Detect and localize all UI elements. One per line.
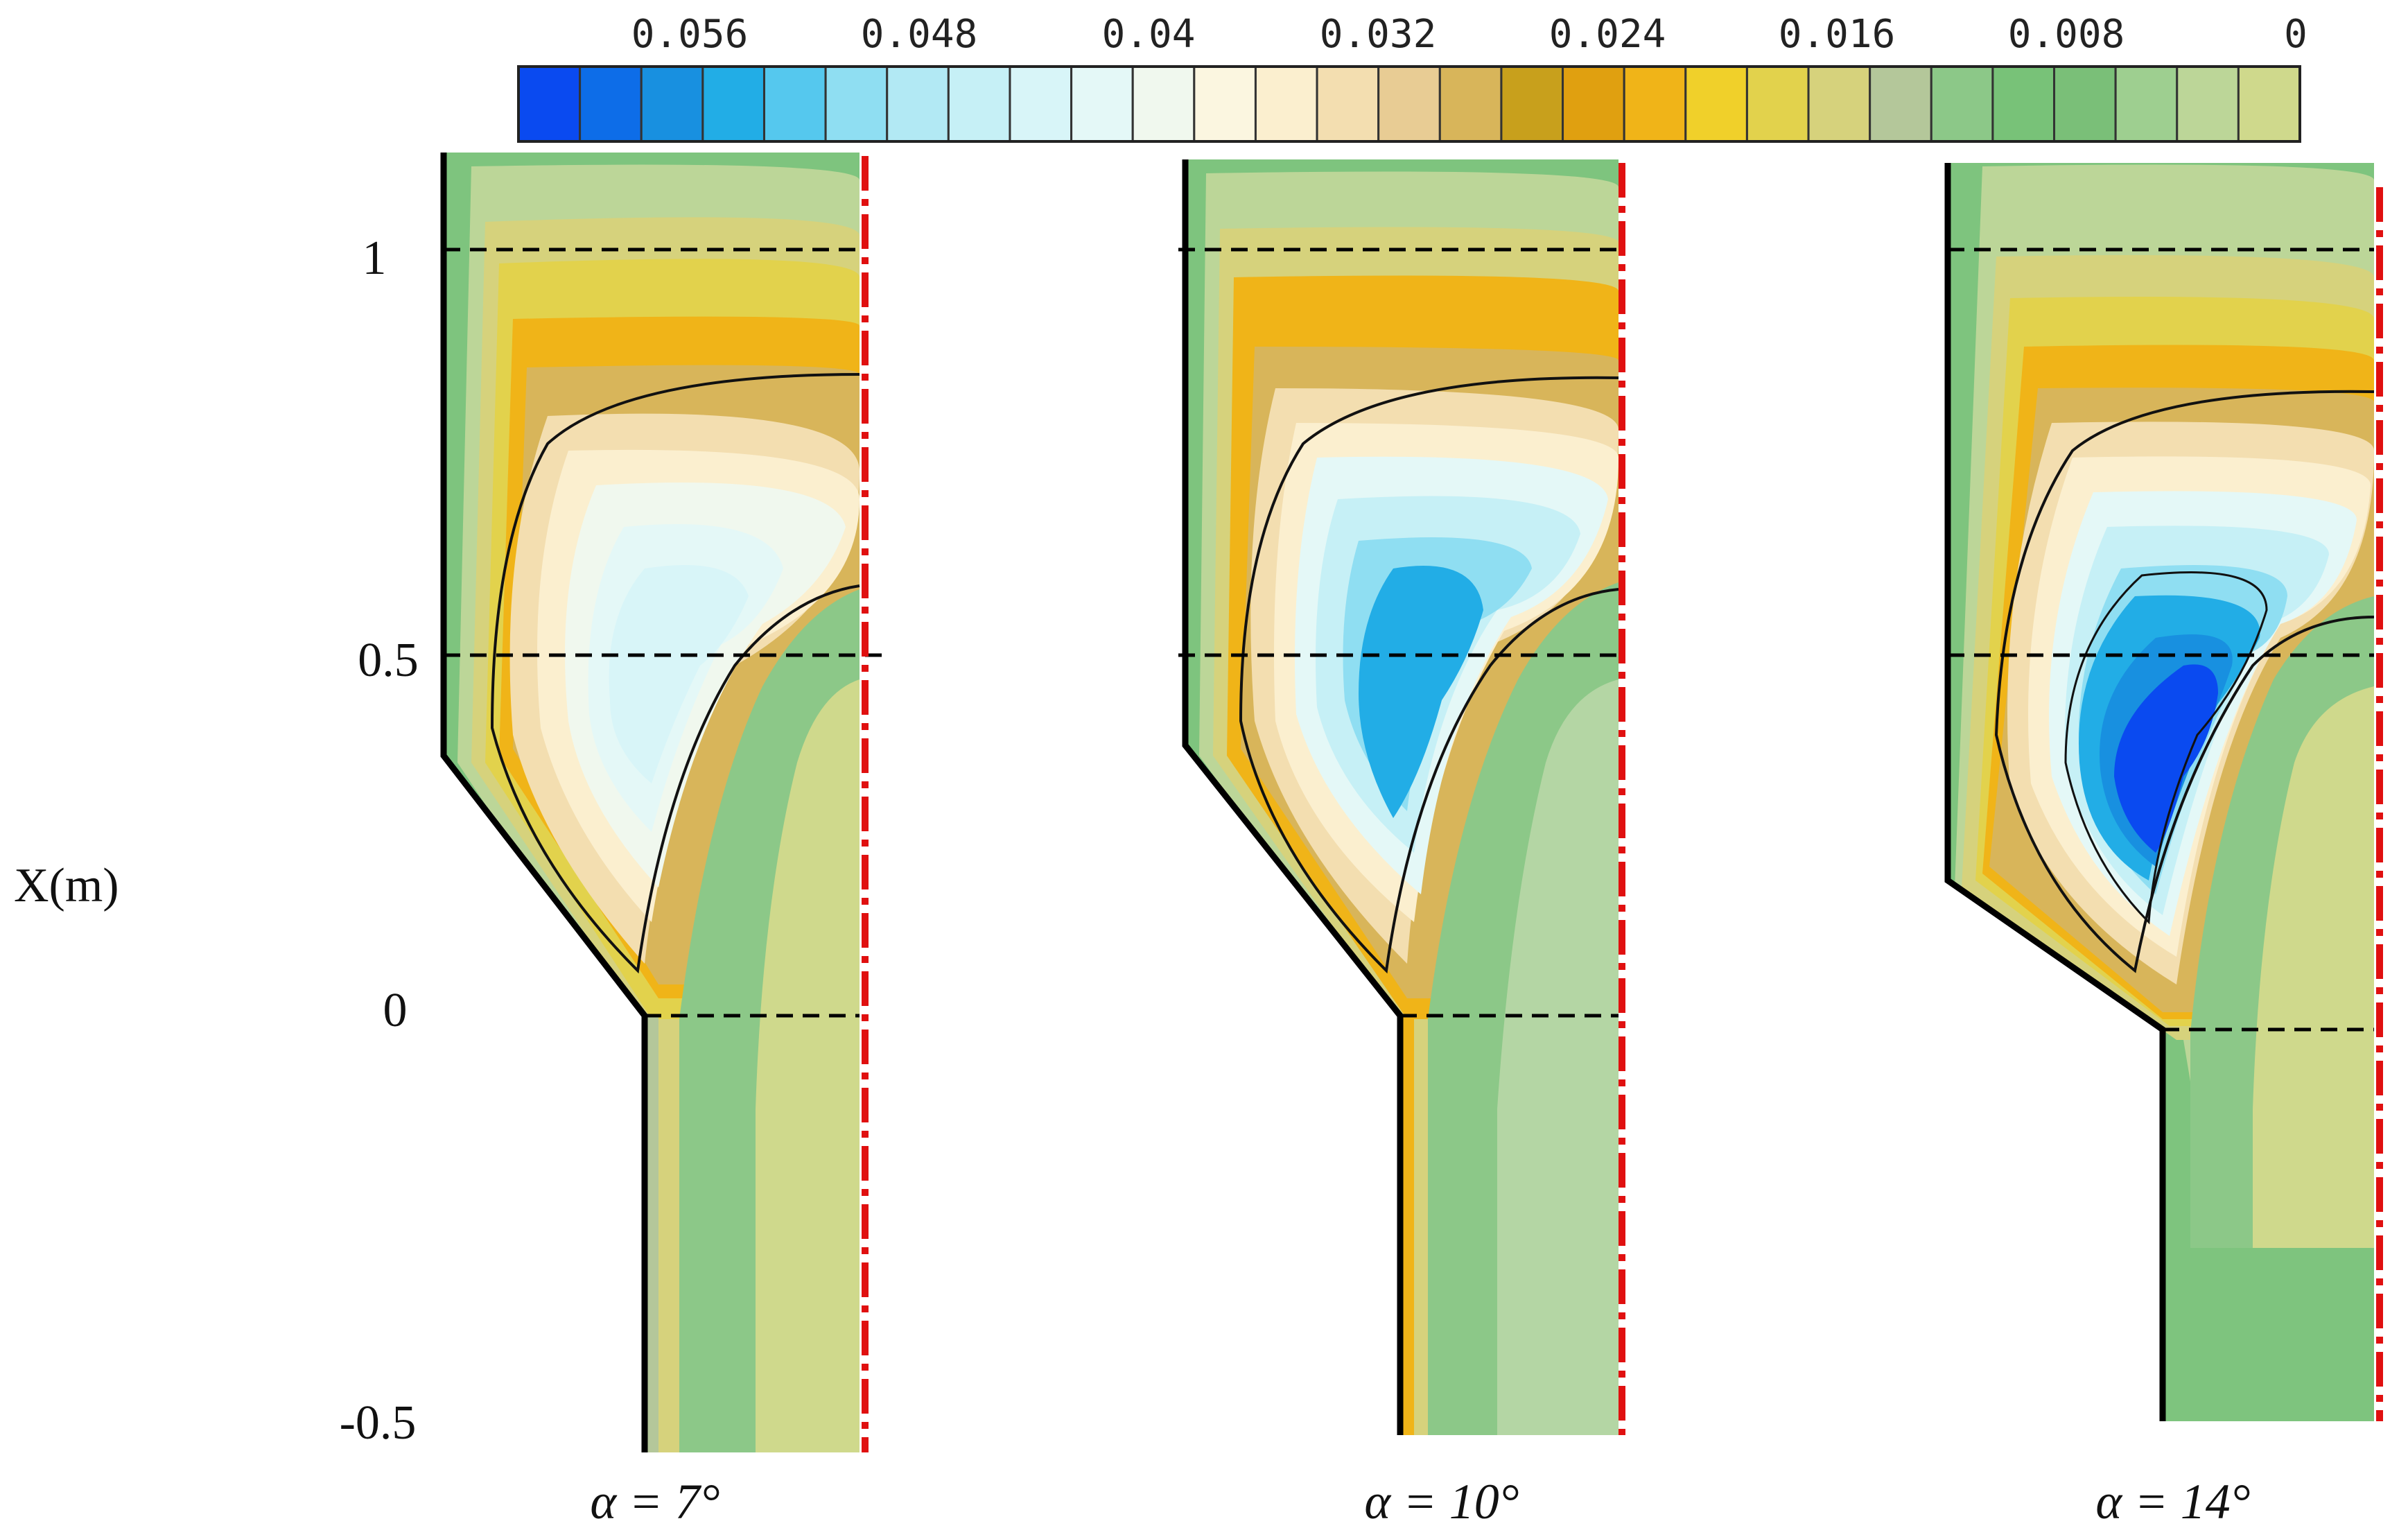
- y-axis-label: X(m): [14, 859, 119, 912]
- colorbar-swatch: [1745, 65, 1810, 143]
- colorbar-tick-label: 0: [2284, 12, 2307, 57]
- colorbar-swatch: [1500, 65, 1564, 143]
- colorbar-tick-label: 0.024: [1549, 12, 1666, 57]
- colorbar-swatch: [579, 65, 643, 143]
- colorbar-swatch: [1009, 65, 1073, 143]
- y-tick-1: 1: [363, 232, 387, 285]
- colorbar-tick-label: 0.056: [631, 12, 749, 57]
- colorbar-swatch: [517, 65, 582, 143]
- colorbar-swatch: [762, 65, 827, 143]
- colorbar-labels: 0.056 0.048 0.04 0.032 0.024 0.016 0.008 0: [631, 12, 2307, 57]
- wall-14: [1944, 163, 2166, 1421]
- case-label-alpha-7: α = 7°: [590, 1474, 719, 1528]
- colorbar-tick-label: 0.032: [1320, 12, 1437, 57]
- colorbar-swatch: [1930, 65, 1994, 143]
- colorbar-frame: [517, 65, 2301, 143]
- colorbar-swatch: [2176, 65, 2240, 143]
- y-tick-minus-0.5: -0.5: [340, 1396, 417, 1450]
- colorbar-swatch: [2237, 65, 2301, 143]
- colorbar-swatch: [1807, 65, 1872, 143]
- colorbar-tick-label: 0.04: [1102, 12, 1196, 57]
- y-tick-0: 0: [383, 984, 408, 1037]
- colorbar-tick-label: 0.016: [1779, 12, 1896, 57]
- colorbar-tick-label: 0.008: [2008, 12, 2125, 57]
- colorbar-swatch: [947, 65, 1011, 143]
- y-tick-0.5: 0.5: [358, 634, 419, 687]
- colorbar: [517, 65, 2301, 143]
- wall-7: [440, 153, 648, 1452]
- colorbar-swatch: [2053, 65, 2117, 143]
- colorbar-swatch: [1684, 65, 1748, 143]
- wall-10: [1182, 159, 1404, 1435]
- contour-panel-alpha-14: α = 14°: [1944, 163, 2383, 1528]
- colorbar-swatch: [2114, 65, 2179, 143]
- colorbar-swatch: [1562, 65, 1625, 143]
- colorbar-tick-label: 0.048: [861, 12, 978, 57]
- colorbar-swatch: [824, 65, 889, 143]
- colorbar-swatch: [1377, 65, 1441, 143]
- contour-panel-alpha-7: α = 7°: [440, 153, 884, 1528]
- colorbar-swatch: [886, 65, 950, 143]
- colorbar-swatch: [1193, 65, 1257, 143]
- colorbar-swatch: [1623, 65, 1687, 143]
- colorbar-swatch: [1869, 65, 1932, 143]
- colorbar-swatch: [1991, 65, 2056, 143]
- colorbar-swatch: [1438, 65, 1503, 143]
- colorbar-swatch: [640, 65, 704, 143]
- colorbar-swatch: [1316, 65, 1380, 143]
- colorbar-swatch: [1254, 65, 1318, 143]
- case-label-alpha-10: α = 10°: [1364, 1474, 1519, 1528]
- colorbar-swatch: [1070, 65, 1134, 143]
- colorbar-swatch: [701, 65, 765, 143]
- colorbar-swatch: [1131, 65, 1196, 143]
- case-label-alpha-14: α = 14°: [2095, 1474, 2250, 1528]
- contour-panel-alpha-10: α = 10°: [1178, 159, 1625, 1528]
